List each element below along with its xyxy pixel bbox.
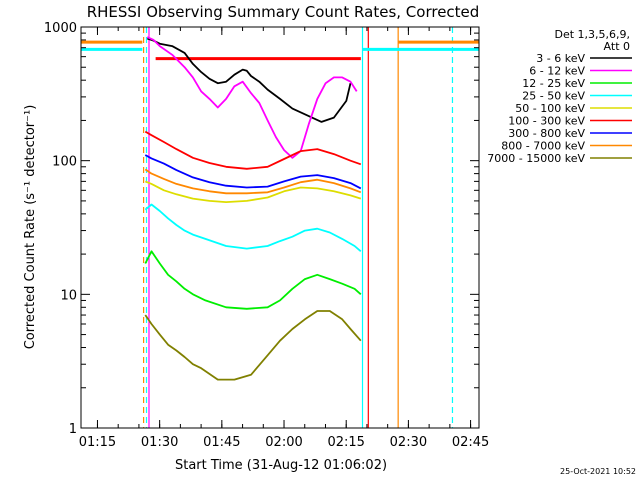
x-axis: 01:15 01:30 01:45 02:00 02:15 02:30 02:45 — [79, 27, 489, 450]
y-tick-label: 100 — [52, 155, 77, 170]
series-line-8 — [144, 310, 362, 381]
y-axis: 1 10 100 1000 — [44, 21, 479, 437]
series-line-6 — [144, 154, 362, 190]
x-tick-label: 02:30 — [390, 435, 427, 450]
x-tick-label: 01:15 — [79, 435, 116, 450]
series-line-0 — [147, 37, 352, 123]
plot-frame — [80, 26, 480, 429]
series-line-1 — [146, 36, 358, 159]
series-line-3 — [144, 203, 362, 252]
x-tick-label: 01:45 — [203, 435, 240, 450]
x-tick-label: 02:45 — [452, 435, 489, 450]
y-tick-label: 10 — [60, 288, 77, 303]
legend-label: 25 - 50 keV — [522, 90, 585, 103]
series-line-4 — [144, 180, 362, 204]
legend-header-line2: Att 0 — [604, 40, 630, 53]
timestamp: 25-Oct-2021 10:52 — [560, 467, 636, 476]
y-tick-label: 1 — [69, 422, 77, 437]
legend-label: 7000 - 15000 keV — [487, 152, 585, 165]
legend-label: 12 - 25 keV — [522, 77, 585, 90]
x-tick-label: 01:30 — [141, 435, 178, 450]
series-line-7 — [144, 168, 362, 195]
y-tick-label: 1000 — [44, 21, 77, 36]
legend-label: 6 - 12 keV — [529, 65, 585, 78]
chart-title: RHESSI Observing Summary Count Rates, Co… — [87, 3, 480, 21]
legend-label: 800 - 7000 keV — [501, 140, 585, 153]
x-tick-label: 02:15 — [327, 435, 364, 450]
plot-area — [81, 27, 479, 428]
x-axis-label: Start Time (31-Aug-12 01:06:02) — [175, 458, 387, 473]
series-line-5 — [144, 130, 362, 170]
legend-label: 3 - 6 keV — [536, 52, 585, 65]
legend-label: 50 - 100 keV — [515, 102, 585, 115]
x-tick-label: 02:00 — [265, 435, 302, 450]
legend-label: 100 - 300 keV — [508, 115, 585, 128]
series-line-2 — [144, 250, 362, 310]
legend-header-line1: Det 1,3,5,6,9, — [554, 28, 630, 41]
legend-label: 300 - 800 keV — [508, 127, 585, 140]
y-axis-label: Corrected Count Rate (s⁻¹ detector⁻¹) — [23, 105, 38, 350]
